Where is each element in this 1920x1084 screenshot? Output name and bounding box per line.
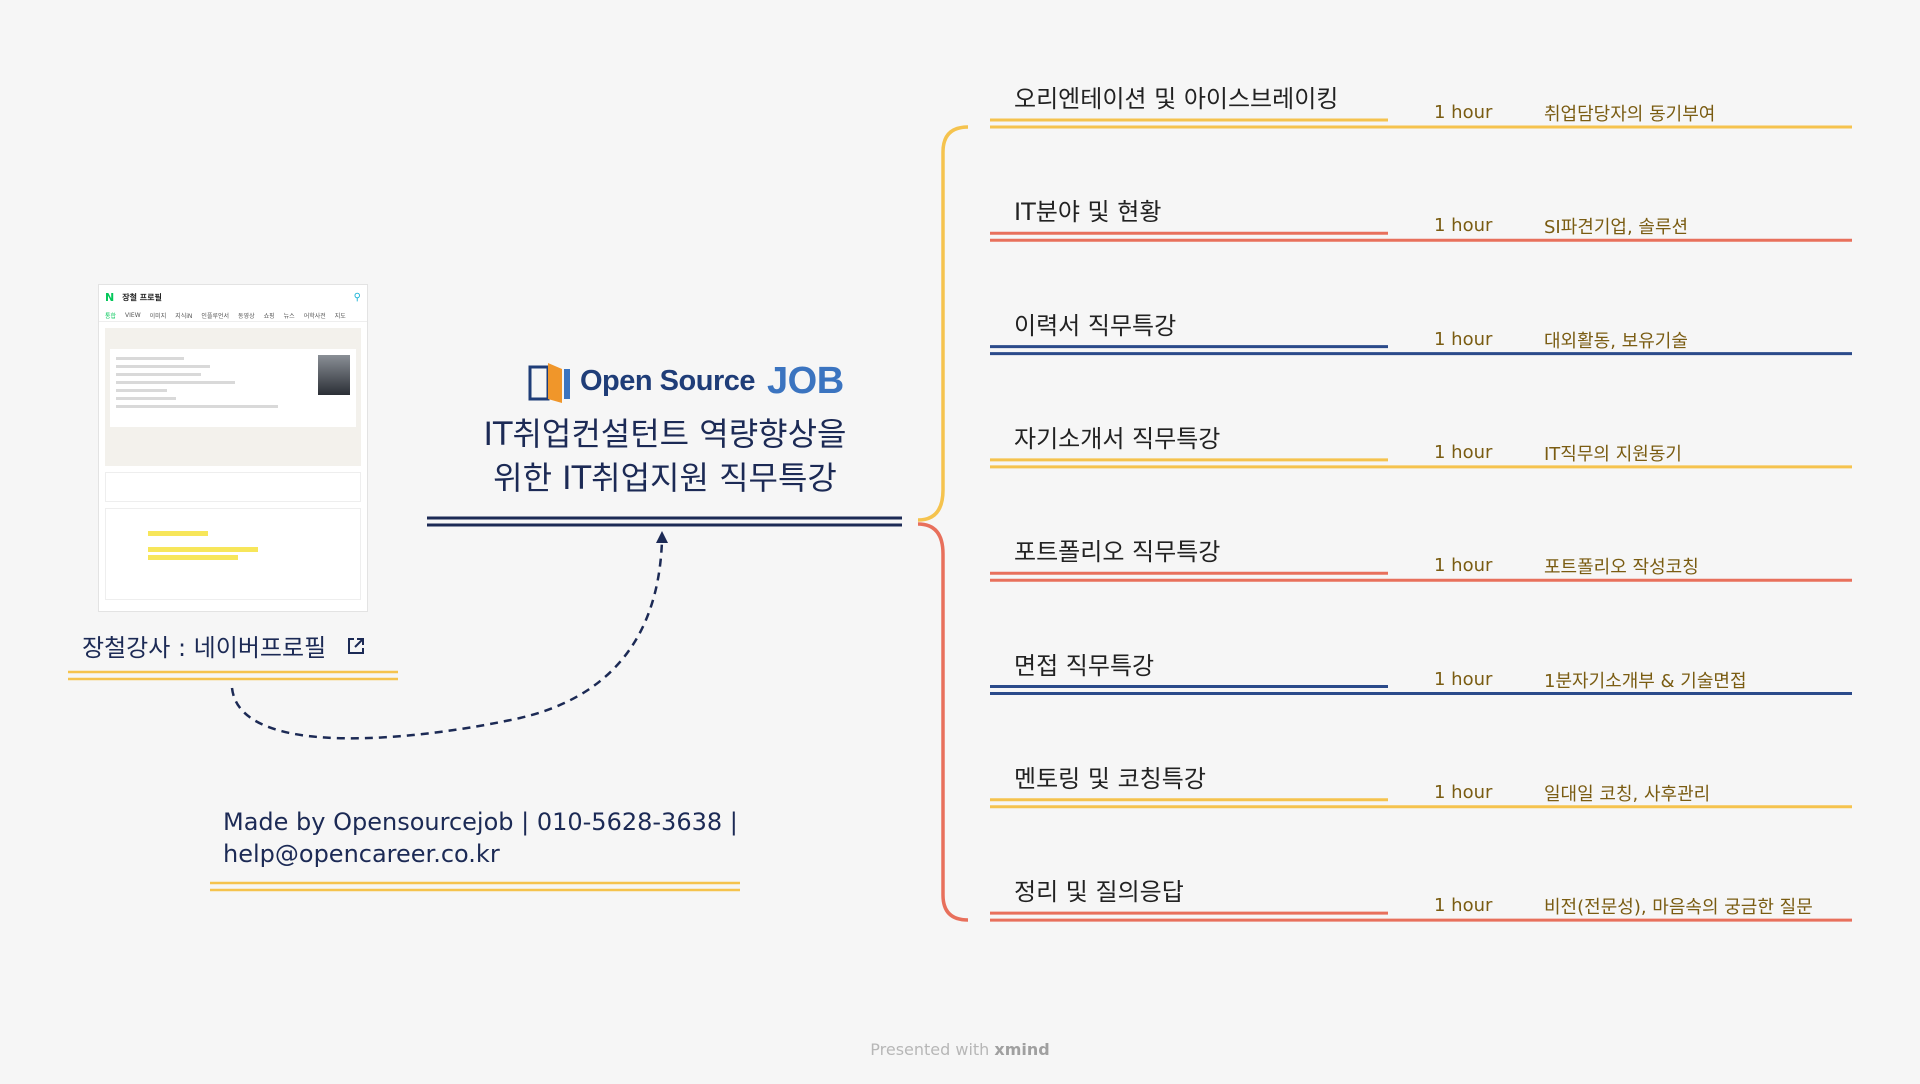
branch-note: 일대일 코칭, 사후관리 [1544,783,1711,805]
relation-dashed-curve [230,539,664,740]
card-tab: 쇼핑 [263,312,275,320]
branch-duration: 1 hour [1434,441,1493,463]
branch-duration: 1 hour [1434,555,1493,577]
branch-duration: 1 hour [1434,668,1493,690]
branch-duration: 1 hour [1434,102,1493,123]
branch-note: 대외활동, 보유기술 [1544,330,1688,352]
branch-note: 비전(전문성), 마음속의 궁금한 질문 [1544,897,1813,919]
card-tab: 지도 [334,312,346,320]
logo-job-text: JOB [767,359,844,402]
branch-note: IT직무의 지원동기 [1544,443,1682,465]
instructor-topic[interactable]: 장철강사 : 네이버프로필 [82,628,366,663]
card-tab: 지식iN [175,312,193,320]
central-topic-line2: 위한 IT취업지원 직무특강 [493,459,837,497]
highlight-bar [148,531,208,536]
card-tab: 통합 [105,312,117,320]
branch-title[interactable]: 자기소개서 직무특강 [1014,424,1221,453]
card-section [105,472,361,502]
branch-note: 포트폴리오 작성코칭 [1544,557,1699,579]
branch-duration: 1 hour [1434,328,1493,350]
branch-title[interactable]: 면접 직무특강 [1014,651,1155,680]
search-icon: ⚲ [353,291,361,303]
footer-line1: Made by Opensourcejob | 010-5628-3638 | [223,808,738,836]
branch-title[interactable]: 오리엔테이션 및 아이스브레이킹 [1014,85,1339,113]
card-tab: 인플루언서 [201,312,230,320]
card-profile-panel [105,328,361,466]
watermark-brand: xmind [994,1040,1050,1059]
branch-note: 취업담당자의 동기부여 [1544,104,1716,125]
branch-duration: 1 hour [1434,895,1493,917]
footer-line2: help@opencareer.co.kr [223,840,500,868]
branch-duration: 1 hour [1434,781,1493,803]
card-header: N 장철 프로필 ⚲ [99,285,367,309]
branch-title[interactable]: 정리 및 질의응답 [1014,878,1184,907]
branch-title[interactable]: 이력서 직무특강 [1014,311,1177,340]
coral-brace [917,522,969,922]
card-tab: 동영상 [238,312,255,320]
card-career-section [105,508,361,600]
branch-title[interactable]: 멘토링 및 코칭특강 [1014,764,1206,793]
yellow-brace [917,125,969,522]
card-tab: 어학사전 [303,312,326,320]
branch-duration: 1 hour [1434,215,1493,237]
central-topic-line1: IT취업컨설턴트 역량향상을 [483,415,847,453]
card-title: 장철 프로필 [122,292,162,302]
logo-text: Open Source [580,364,756,397]
card-tab: 뉴스 [283,312,295,320]
footer-contact-topic[interactable]: Made by Opensourcejob | 010-5628-3638 | … [223,806,743,870]
highlight-bar [148,547,258,552]
door-logo-icon [528,363,570,403]
branch-note: 1분자기소개부 & 기술면접 [1544,670,1747,692]
profile-card-image: N 장철 프로필 ⚲ 통합 VIEW 이미지 지식iN 인플루언서 동영상 쇼핑… [98,284,368,612]
card-tab: VIEW [125,311,141,319]
watermark-prefix: Presented with [870,1040,990,1059]
branch-title[interactable]: IT분야 및 현황 [1014,198,1162,227]
relation-arrowhead [656,531,668,543]
opensource-job-logo: Open Source JOB [528,356,844,406]
external-link-icon[interactable] [346,636,366,662]
naver-logo-icon: N [105,290,115,304]
card-profile-body [110,349,356,427]
highlight-bar [148,555,238,560]
card-tabs: 통합 VIEW 이미지 지식iN 인플루언서 동영상 쇼핑 뉴스 어학사전 지도 [99,309,367,322]
instructor-label: 장철강사 : 네이버프로필 [82,634,327,662]
branch-title[interactable]: 포트폴리오 직무특강 [1014,538,1221,567]
central-topic[interactable]: IT취업컨설턴트 역량향상을 위한 IT취업지원 직무특강 [420,412,910,500]
branch-note: SI파견기업, 솔루션 [1544,217,1689,239]
card-text-lines [116,357,286,413]
profile-photo [318,355,350,395]
xmind-watermark: Presented with xmind [0,1040,1920,1059]
card-tab: 이미지 [149,312,167,320]
